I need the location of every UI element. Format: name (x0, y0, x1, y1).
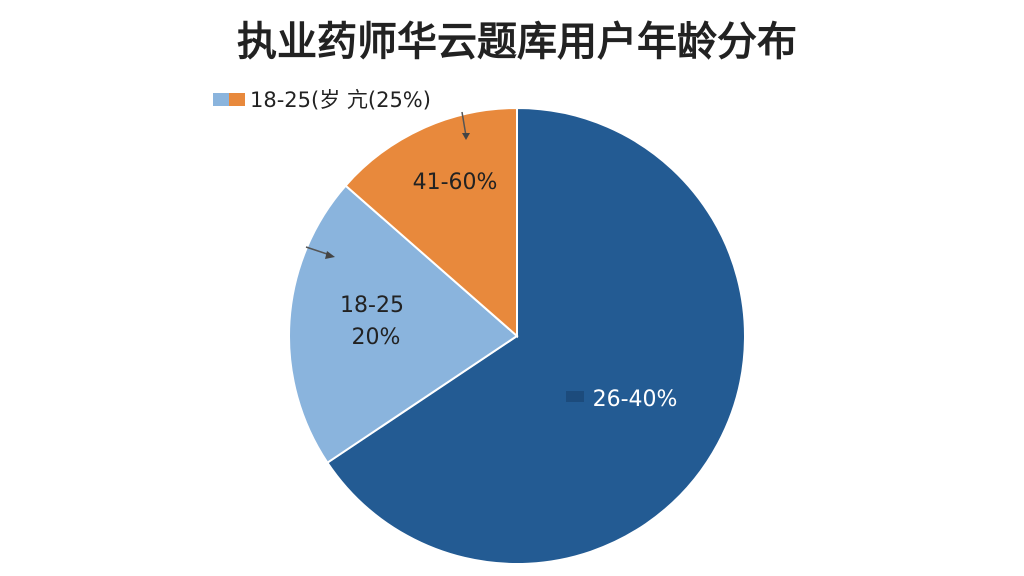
slice-label: 18-25 (340, 293, 404, 318)
pie-slice (326, 106, 746, 565)
pie-slice (288, 184, 519, 465)
slice-label: 41-60% (413, 170, 498, 195)
legend-label: 18-25(岁 亢(25%) (250, 88, 431, 112)
legend-swatch (213, 93, 229, 106)
slice-label: 26-40% (593, 387, 678, 412)
value-label: 20% (352, 325, 401, 350)
legend-swatch (229, 93, 245, 106)
chart-title: 执业药师华云题库用户年龄分布 (237, 19, 797, 65)
label-swatch (566, 391, 584, 402)
arrow-head (462, 133, 470, 140)
pie (288, 106, 746, 565)
arrow (461, 111, 467, 137)
arrow-head (325, 251, 335, 259)
arrow (305, 246, 331, 256)
pie-slice (344, 106, 518, 339)
